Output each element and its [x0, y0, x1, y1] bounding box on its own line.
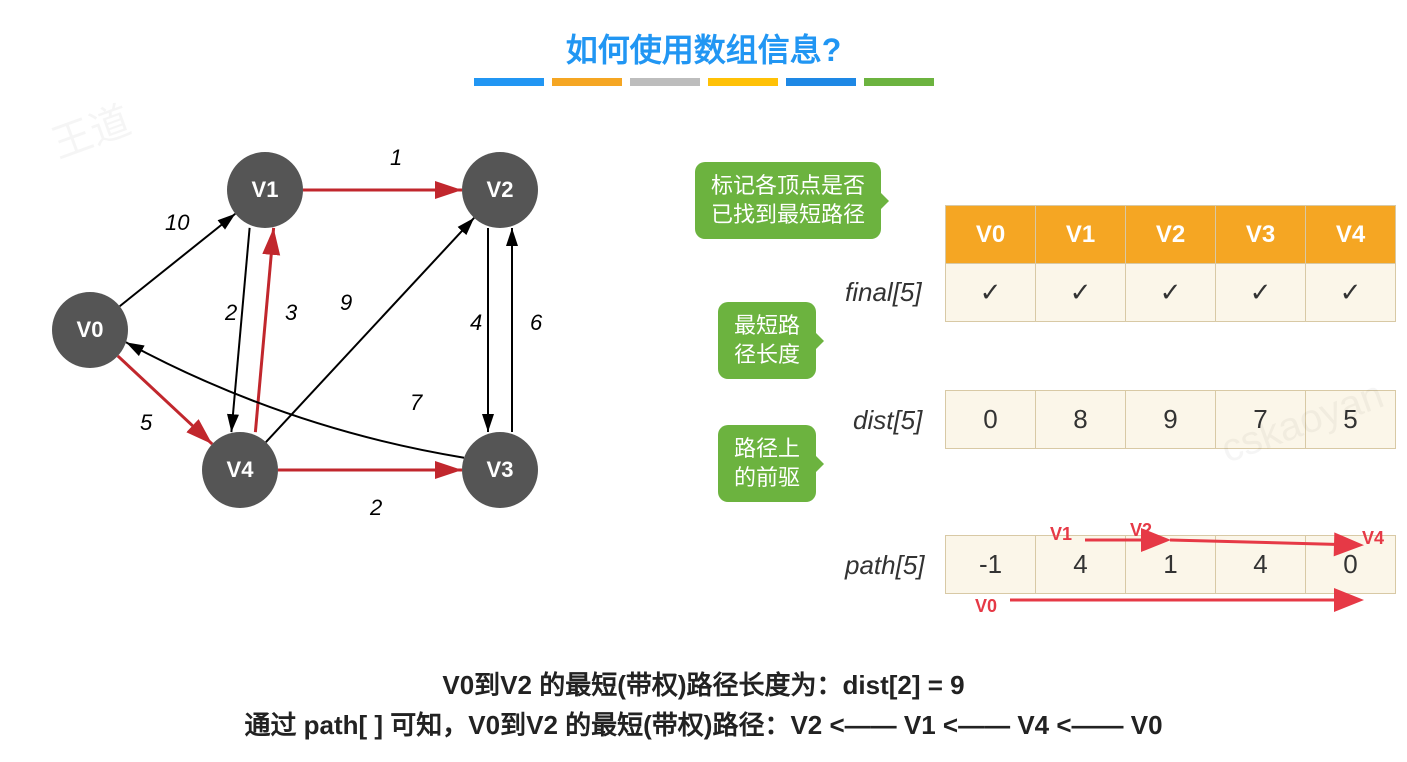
- svg-text:V1: V1: [252, 177, 279, 202]
- svg-text:6: 6: [530, 310, 543, 335]
- svg-text:4: 4: [470, 310, 482, 335]
- callout-final-line2: 已找到最短路径: [711, 202, 865, 227]
- svg-text:V2: V2: [487, 177, 514, 202]
- path-trace-label: V4: [1362, 528, 1384, 549]
- hdr-3: V3: [1216, 206, 1306, 264]
- label-dist: dist[5]: [853, 405, 922, 436]
- dist-cell-1: 8: [1036, 391, 1126, 449]
- table-final: V0 V1 V2 V3 V4 ✓ ✓ ✓ ✓ ✓: [945, 205, 1396, 322]
- path-trace-label: V2: [1130, 520, 1152, 541]
- bottom-line-2: 通过 path[ ] 可知，V0到V2 的最短(带权)路径：V2 <—— V1 …: [0, 705, 1407, 742]
- hdr-4: V4: [1306, 206, 1396, 264]
- path-cell-1: 4: [1036, 536, 1126, 594]
- svg-text:7: 7: [410, 390, 423, 415]
- title-underline: [474, 78, 934, 86]
- callout-dist-line2: 径长度: [734, 342, 800, 367]
- callout-path-line1: 路径上: [734, 436, 800, 461]
- label-final: final[5]: [845, 277, 922, 308]
- svg-text:V4: V4: [227, 457, 255, 482]
- dist-cell-4: 5: [1306, 391, 1396, 449]
- svg-text:V0: V0: [77, 317, 104, 342]
- svg-text:3: 3: [285, 300, 298, 325]
- page-title: 如何使用数组信息?: [0, 25, 1407, 71]
- dist-cell-2: 9: [1126, 391, 1216, 449]
- path-cell-0: -1: [946, 536, 1036, 594]
- svg-text:2: 2: [369, 495, 382, 520]
- final-cell-2: ✓: [1126, 264, 1216, 322]
- graph-diagram: V0 V1 V2 V3 V4 10 1 5 2 3 9 2 4 6 7: [10, 120, 630, 550]
- svg-text:10: 10: [165, 210, 190, 235]
- underline-seg-5: [864, 78, 934, 86]
- svg-text:9: 9: [340, 290, 352, 315]
- hdr-2: V2: [1126, 206, 1216, 264]
- hdr-1: V1: [1036, 206, 1126, 264]
- final-cell-0: ✓: [946, 264, 1036, 322]
- callout-path-line2: 的前驱: [734, 465, 800, 490]
- table-path: -1 4 1 4 0: [945, 535, 1396, 594]
- dist-cell-3: 7: [1216, 391, 1306, 449]
- final-cell-4: ✓: [1306, 264, 1396, 322]
- callout-dist-line1: 最短路: [734, 313, 800, 338]
- svg-text:1: 1: [390, 145, 402, 170]
- hdr-0: V0: [946, 206, 1036, 264]
- final-cell-1: ✓: [1036, 264, 1126, 322]
- underline-seg-3: [708, 78, 778, 86]
- dist-cell-0: 0: [946, 391, 1036, 449]
- path-cell-2: 1: [1126, 536, 1216, 594]
- svg-text:2: 2: [224, 300, 237, 325]
- final-cell-3: ✓: [1216, 264, 1306, 322]
- svg-text:5: 5: [140, 410, 153, 435]
- svg-text:V3: V3: [487, 457, 514, 482]
- table-dist: 0 8 9 7 5: [945, 390, 1396, 449]
- path-cell-3: 4: [1216, 536, 1306, 594]
- path-trace-label: V0: [975, 596, 997, 617]
- bottom-line-1: V0到V2 的最短(带权)路径长度为：dist[2] = 9: [0, 665, 1407, 702]
- underline-seg-4: [786, 78, 856, 86]
- callout-path: 路径上 的前驱: [718, 425, 816, 502]
- label-path: path[5]: [845, 550, 925, 581]
- path-trace-label: V1: [1050, 524, 1072, 545]
- underline-seg-1: [552, 78, 622, 86]
- callout-final-line1: 标记各顶点是否: [711, 173, 865, 198]
- underline-seg-2: [630, 78, 700, 86]
- callout-final: 标记各顶点是否 已找到最短路径: [695, 162, 881, 239]
- callout-dist: 最短路 径长度: [718, 302, 816, 379]
- underline-seg-0: [474, 78, 544, 86]
